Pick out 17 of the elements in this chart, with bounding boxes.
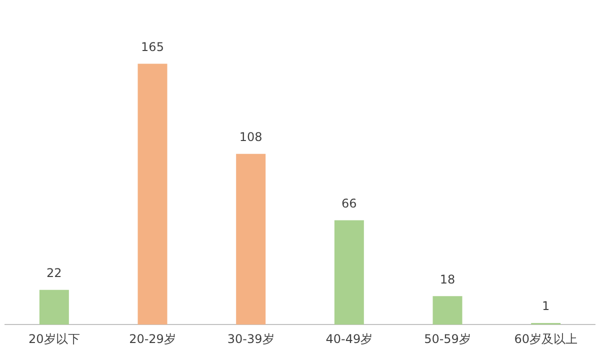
bar <box>432 296 462 325</box>
x-tick-label: 30-39岁 <box>227 332 274 346</box>
x-tick-label: 60岁及以上 <box>514 332 578 346</box>
data-label: 22 <box>46 266 62 280</box>
data-label: 165 <box>141 40 164 54</box>
bar <box>334 220 364 325</box>
bar <box>39 290 69 325</box>
x-tick-label: 50-59岁 <box>424 332 471 346</box>
data-label: 108 <box>239 130 262 144</box>
x-tick-label: 20岁以下 <box>28 332 80 346</box>
x-tick-label: 40-49岁 <box>326 332 373 346</box>
x-tick-label: 20-29岁 <box>129 332 176 346</box>
data-label: 66 <box>342 196 357 210</box>
data-label: 18 <box>440 272 456 286</box>
bar <box>236 154 266 325</box>
bar <box>138 64 168 325</box>
data-label: 1 <box>542 299 550 314</box>
